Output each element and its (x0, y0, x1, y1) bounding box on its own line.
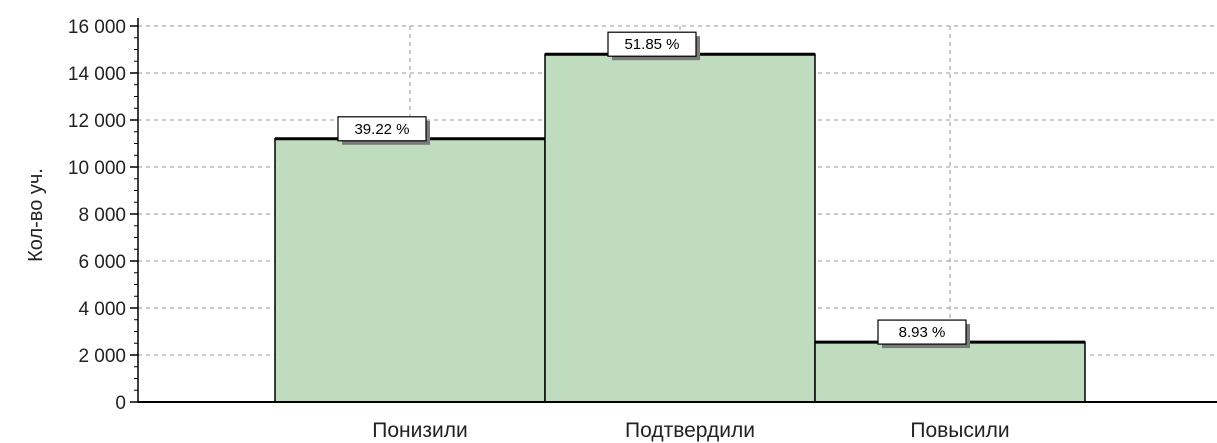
labels: 0 2 000 4 000 6 000 8 000 10 000 12 000 14 000 1… (68, 17, 1010, 442)
data-label-box (337, 116, 427, 142)
data-label: 39.22 % (354, 121, 409, 138)
y-tick-label: 10 000 (68, 158, 126, 179)
y-tick-label: 16 000 (68, 17, 126, 38)
y-tick-label: 8 000 (78, 205, 126, 226)
y-tick-label: 4 000 (78, 299, 126, 320)
x-category-label: Понизили (372, 419, 467, 442)
y-axis-title: Кол-во уч. (25, 168, 47, 262)
y-tick-label: 6 000 (78, 252, 126, 273)
bar (544, 53, 816, 403)
y-tick-label: 12 000 (68, 111, 126, 132)
data-label-box (607, 31, 697, 57)
data-label: 8.93 % (899, 324, 946, 341)
bar (274, 138, 546, 403)
bars (274, 52, 1086, 403)
y-tick-label: 14 000 (68, 64, 126, 85)
x-category-label: Повысили (910, 419, 1009, 442)
x-category-label: Подтвердили (625, 419, 755, 442)
y-tick-label: 0 (115, 393, 126, 414)
axes (130, 18, 1217, 403)
y-tick-label: 2 000 (78, 346, 126, 367)
bar (814, 341, 1086, 403)
data-label: 51.85 % (624, 36, 679, 53)
data-label-box (877, 319, 967, 345)
